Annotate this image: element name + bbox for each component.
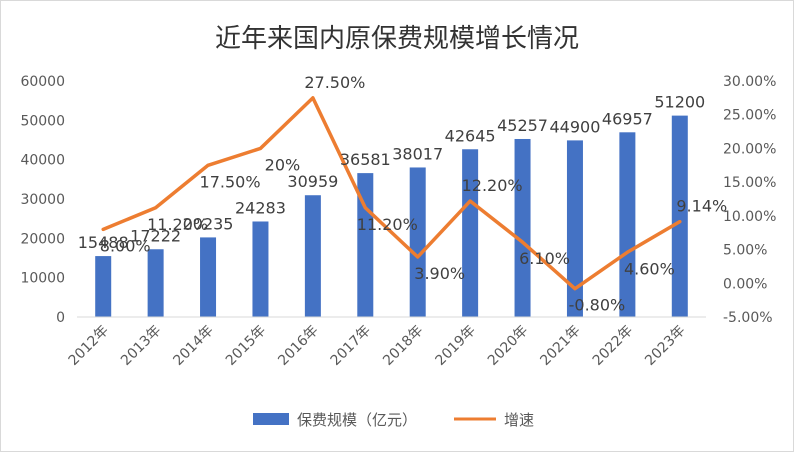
bar-data-label: 51200 (654, 93, 705, 112)
chart-title: 近年来国内原保费规模增长情况 (215, 24, 579, 54)
bar-data-label: 44900 (550, 117, 601, 136)
line-data-label: 20% (265, 155, 301, 174)
y-right-tick-label: 15.00% (723, 175, 776, 191)
bar (147, 249, 164, 317)
y-right-tick-label: -5.00% (723, 310, 773, 326)
y-right-tick-label: 25.00% (723, 108, 776, 124)
bar-data-label: 46957 (602, 109, 653, 128)
bar (671, 115, 688, 317)
y-left-tick-label: 30000 (20, 192, 65, 208)
bar-data-label: 38017 (392, 144, 443, 163)
line-data-label: 9.14% (676, 197, 727, 216)
bar-data-label: 45257 (497, 116, 548, 135)
bar (409, 167, 426, 317)
x-tick-label: 2023年 (642, 323, 688, 369)
x-tick-label: 2012年 (66, 323, 112, 369)
x-tick-label: 2015年 (223, 323, 269, 369)
y-left-tick-label: 40000 (20, 153, 65, 169)
bar-data-label: 20235 (183, 214, 234, 233)
line-data-label: 8.00% (100, 236, 151, 255)
bar (619, 132, 636, 317)
y-right-tick-label: 30.00% (723, 74, 776, 90)
line-point (625, 250, 629, 254)
legend-label-bar: 保费规模（亿元） (297, 411, 417, 429)
line-data-label: 6.10% (519, 249, 570, 268)
y-left-tick-label: 50000 (20, 113, 65, 129)
legend-swatch-bar (253, 413, 289, 425)
line-point (521, 240, 525, 244)
bar-data-label: 42645 (445, 126, 496, 145)
y-left-tick-label: 10000 (20, 271, 65, 287)
bar (462, 149, 479, 317)
line-data-label: 27.50% (304, 73, 365, 92)
x-tick-label: 2019年 (433, 323, 479, 369)
line-point (573, 287, 577, 291)
y-right-tick-label: 5.00% (723, 243, 767, 259)
line-path (101, 96, 682, 291)
bar (357, 173, 374, 317)
legend: 保费规模（亿元） 增速 (253, 411, 534, 429)
y-left-tick-label: 60000 (20, 74, 65, 90)
line-point (468, 199, 472, 203)
line-point (101, 227, 105, 231)
line-data-label: 11.20% (357, 215, 418, 234)
bar (252, 221, 269, 317)
x-tick-label: 2021年 (537, 323, 583, 369)
line-point (154, 206, 158, 210)
legend-label-line: 增速 (504, 411, 534, 429)
bar (200, 237, 217, 317)
bar-series (95, 115, 688, 317)
line-data-label: 3.90% (414, 264, 465, 283)
bar (514, 138, 531, 317)
y-right-tick-label: 20.00% (723, 141, 776, 157)
y-right-tick-label: 10.00% (723, 209, 776, 225)
bar-data-label: 17222 (130, 226, 181, 245)
y-left-tick-label: 20000 (20, 231, 65, 247)
line-point (416, 255, 420, 259)
x-tick-label: 2014年 (170, 323, 216, 369)
bar-data-label: 30959 (287, 172, 338, 191)
x-tick-label: 2022年 (590, 323, 636, 369)
bar-data-label: 24283 (235, 198, 286, 217)
x-tick-label: 2018年 (380, 323, 426, 369)
line-point (311, 96, 315, 100)
line-point (678, 220, 682, 224)
line-point (363, 206, 367, 210)
y-left-tick-label: 0 (56, 310, 65, 326)
bar (95, 256, 112, 317)
line-data-label: 4.60% (624, 259, 675, 278)
line-data-label: 17.50% (200, 172, 261, 191)
x-tick-label: 2017年 (328, 323, 374, 369)
bar (566, 140, 583, 317)
bar-data-label: 36581 (340, 150, 391, 169)
x-tick-label: 2016年 (275, 323, 321, 369)
x-tick-label: 2013年 (118, 323, 164, 369)
line-point (206, 163, 210, 167)
line-point (258, 146, 262, 150)
bar-data-label: 15488 (78, 233, 129, 252)
line-data-label: 12.20% (462, 176, 523, 195)
line-data-label: -0.80% (569, 296, 626, 315)
line-data-label: 11.20% (147, 215, 208, 234)
line-series (101, 96, 682, 291)
x-tick-label: 2020年 (485, 323, 531, 369)
y-right-tick-label: 0.00% (723, 276, 767, 292)
bar (304, 195, 321, 317)
